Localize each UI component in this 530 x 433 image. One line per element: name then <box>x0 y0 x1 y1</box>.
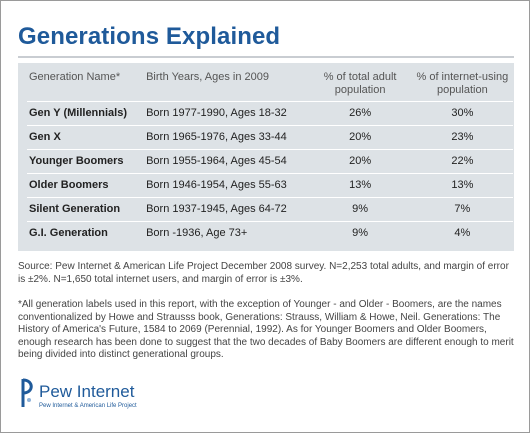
generation-name-cell: Silent Generation <box>27 197 145 222</box>
table-row: Silent Generation Born 1937-1945, Ages 6… <box>27 197 513 222</box>
header-generation-name: Generation Name* <box>29 71 121 83</box>
internet-population-cell: 22% <box>411 149 513 174</box>
table-row: G.I. Generation Born -1936, Age 73+ 9% 4… <box>27 221 513 245</box>
table-row: Older Boomers Born 1946-1954, Ages 55-63… <box>27 173 513 198</box>
internet-population-cell: 13% <box>411 173 513 198</box>
adult-population-cell: 26% <box>308 101 412 126</box>
table-row: Younger Boomers Born 1955-1964, Ages 45-… <box>27 149 513 174</box>
logo-subtitle: Pew Internet & American Life Project <box>39 403 137 409</box>
internet-population-cell: 4% <box>411 221 513 245</box>
title-divider <box>18 56 514 58</box>
table-header-row: Generation Name* Birth Years, Ages in 20… <box>27 69 513 102</box>
adult-population-cell: 20% <box>308 149 412 174</box>
internet-population-cell: 23% <box>411 125 513 150</box>
generations-table-panel: Generation Name* Birth Years, Ages in 20… <box>18 63 514 251</box>
table-row: Gen Y (Millennials) Born 1977-1990, Ages… <box>27 101 513 126</box>
generation-name-cell: Gen Y (Millennials) <box>27 101 145 126</box>
table-row: Gen X Born 1965-1976, Ages 33-44 20% 23% <box>27 125 513 150</box>
header-internet-population: % of internet-using population <box>416 71 509 96</box>
generation-name-cell: Gen X <box>27 125 145 150</box>
logo-wordmark: Pew Internet <box>39 382 135 401</box>
header-birth-years: Birth Years, Ages in 2009 <box>146 71 270 83</box>
birth-years-cell: Born 1955-1964, Ages 45-54 <box>144 149 309 174</box>
internet-population-cell: 30% <box>411 101 513 126</box>
generation-name-cell: G.I. Generation <box>27 221 145 245</box>
adult-population-cell: 13% <box>308 173 412 198</box>
pew-logo-icon <box>21 378 33 407</box>
birth-years-cell: Born 1946-1954, Ages 55-63 <box>144 173 309 198</box>
source-note: Source: Pew Internet & American Life Pro… <box>18 261 509 285</box>
internet-population-cell: 7% <box>411 197 513 222</box>
birth-years-cell: Born 1937-1945, Ages 64-72 <box>144 197 309 222</box>
page-title: Generations Explained <box>18 23 281 50</box>
generation-name-cell: Older Boomers <box>27 173 145 198</box>
adult-population-cell: 9% <box>308 221 412 245</box>
birth-years-cell: Born -1936, Age 73+ <box>144 221 309 245</box>
footnote: *All generation labels used in this repo… <box>18 299 514 360</box>
birth-years-cell: Born 1965-1976, Ages 33-44 <box>144 125 309 150</box>
header-adult-population: % of total adult population <box>323 71 397 96</box>
birth-years-cell: Born 1977-1990, Ages 18-32 <box>144 101 309 126</box>
adult-population-cell: 9% <box>308 197 412 222</box>
adult-population-cell: 20% <box>308 125 412 150</box>
pew-internet-logo: Pew Internet Pew Internet & American Lif… <box>19 376 149 416</box>
generation-name-cell: Younger Boomers <box>27 149 145 174</box>
generations-table: Generation Name* Birth Years, Ages in 20… <box>27 69 513 245</box>
